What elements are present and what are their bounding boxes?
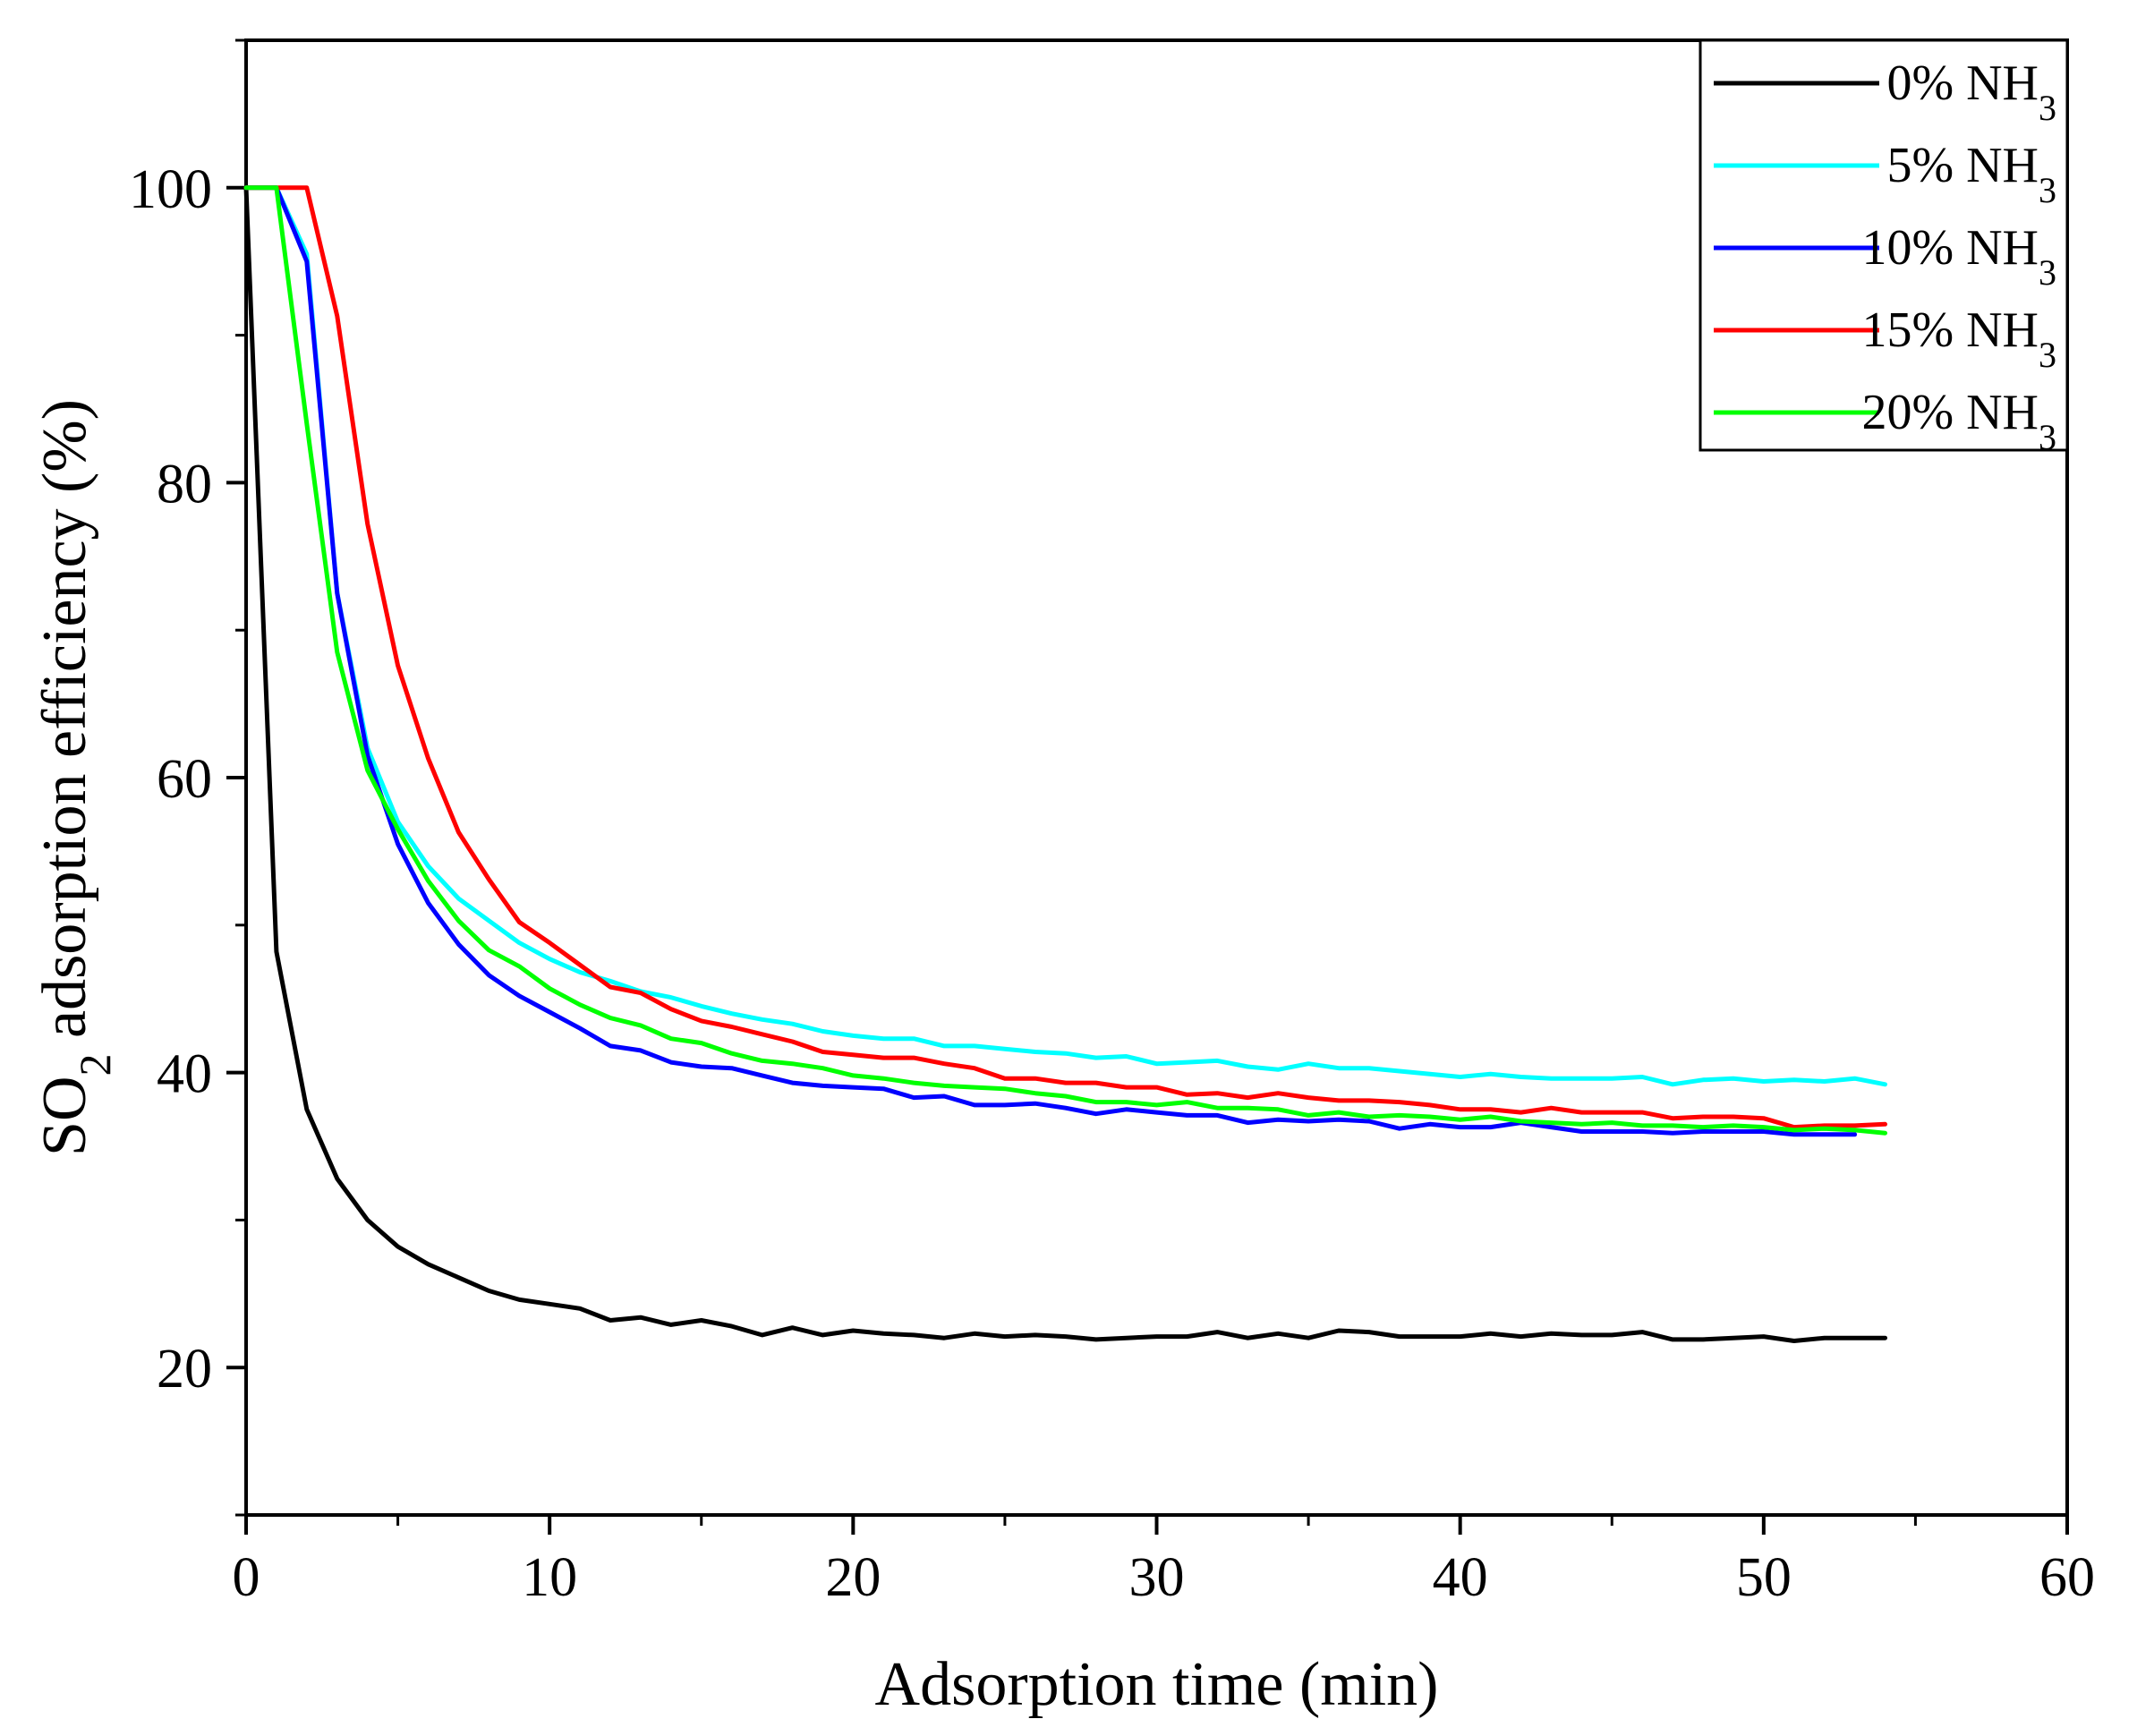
y-tick-label: 100: [129, 159, 212, 220]
series-line-0: [243, 185, 1887, 1343]
x-tick-label: 10: [522, 1547, 577, 1608]
x-tick-label: 30: [1129, 1547, 1185, 1608]
y-tick-label: 80: [157, 454, 212, 515]
x-axis-title: Adsorption time (min): [875, 1650, 1439, 1719]
y-tick-label: 60: [157, 749, 212, 810]
y-axis-title: SO2 adsorption efficiency (%): [30, 399, 120, 1156]
legend-label-1: 5% NH3: [1886, 138, 2056, 210]
series-line-3: [243, 185, 1887, 1130]
x-tick-label: 60: [2039, 1547, 2095, 1608]
legend: 0% NH3 5% NH3 10% NH3 15% NH3 20% NH3: [1699, 38, 2069, 457]
series-line-2: [243, 185, 1858, 1137]
series-line-1: [243, 185, 1887, 1087]
y-tick-label: 40: [157, 1044, 212, 1105]
axes: 0 10 20 30 40 50 60 20 40 60 80 100 Adsorption time …: [30, 38, 2095, 1719]
series-line-4: [243, 185, 1887, 1136]
legend-label-2: 10% NH3: [1861, 220, 2056, 293]
legend-label-0: 0% NH3: [1886, 55, 2056, 128]
legend-box: [1699, 38, 2069, 452]
x-tick-label: 40: [1433, 1547, 1488, 1608]
x-tick-label: 50: [1736, 1547, 1792, 1608]
legend-label-4: 20% NH3: [1861, 385, 2056, 457]
series-layer: [243, 185, 1887, 1343]
legend-label-3: 15% NH3: [1861, 302, 2056, 375]
y-tick-label: 20: [157, 1339, 212, 1400]
x-tick-label: 0: [233, 1547, 260, 1608]
x-tick-label: 20: [825, 1547, 881, 1608]
